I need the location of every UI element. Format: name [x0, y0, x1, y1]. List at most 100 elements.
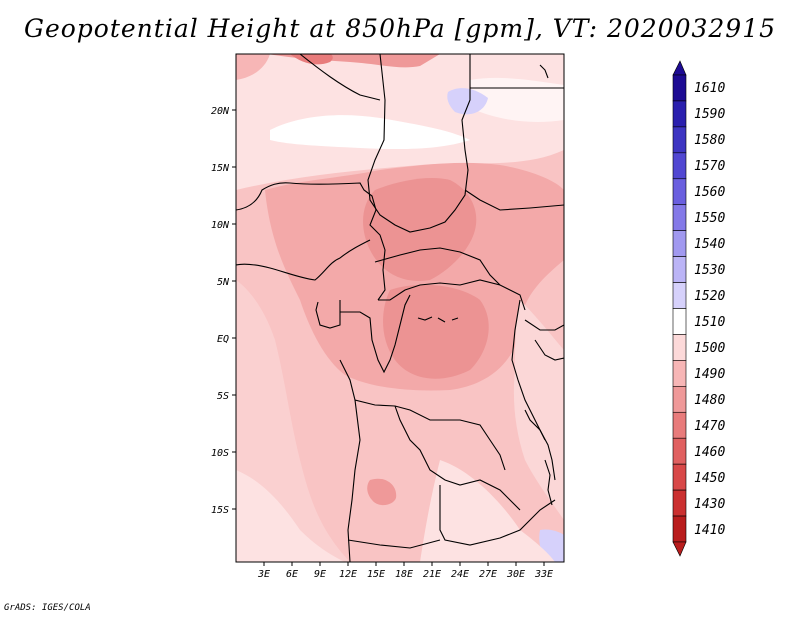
y-tick-labels: 20N 15N 10N 5N EQ 5S 10S 15S: [211, 106, 230, 516]
border-drc-east: [511, 299, 546, 441]
colorbar-label: 1450: [694, 471, 725, 486]
border-angola-west: [347, 399, 361, 562]
y-tick-label: 15S: [211, 505, 229, 516]
field-white-band: [270, 115, 470, 150]
border-car-north: [374, 247, 501, 286]
y-tick-label: 10S: [211, 448, 229, 459]
field-white-ne: [470, 77, 564, 122]
x-tick-label: 21E: [423, 569, 441, 580]
field-east: [513, 300, 564, 520]
colorbar-label: 1490: [694, 367, 725, 382]
border-nile-delta: [539, 64, 549, 79]
colorbar-cell: [672, 100, 687, 128]
border-eq-guinea: [315, 300, 341, 329]
field-central-dark-b: [383, 284, 489, 379]
colorbar-cells: [672, 74, 687, 543]
border-malawi: [544, 459, 553, 506]
axis-ticks: [232, 109, 545, 566]
field-dark-south-patch: [367, 478, 397, 506]
colorbar-cell: [672, 178, 687, 206]
colorbar-cell: [672, 230, 687, 257]
border-uganda: [524, 319, 564, 331]
border-niger: [299, 54, 381, 101]
colorbar-label: 1520: [694, 289, 725, 304]
x-tick-label: 15E: [367, 569, 385, 580]
border-zambia-south: [439, 485, 556, 546]
x-tick-label: 24E: [451, 569, 469, 580]
lake-features: [417, 316, 459, 323]
colorbar-label: 1470: [694, 419, 725, 434]
colorbar-cell: [672, 204, 687, 231]
colorbar-label: 1570: [694, 159, 725, 174]
colorbar-label: 1430: [694, 497, 725, 512]
field-central-dark-a: [363, 178, 477, 281]
x-tick-label: 6E: [286, 569, 298, 580]
colorbar-label: 1410: [694, 523, 725, 538]
colorbar-cell: [672, 463, 687, 491]
border-coast-gulf: [236, 239, 371, 281]
border-sudan: [464, 189, 564, 211]
colorbar-cell: [672, 437, 687, 465]
colorbar-cell: [672, 386, 687, 413]
colorbar-label: 1500: [694, 341, 725, 356]
x-tick-label: 9E: [314, 569, 326, 580]
chart-title: Geopotential Height at 850hPa [gpm], VT:…: [23, 14, 777, 43]
border-west-africa: [236, 182, 386, 301]
colorbar-cell: [672, 489, 687, 517]
field-blue-patch-north: [447, 88, 488, 115]
field-nw-corner: [236, 54, 270, 80]
x-tick-label: 3E: [257, 569, 270, 580]
y-tick-label: 5N: [217, 277, 230, 288]
colorbar-cell: [672, 282, 687, 309]
x-tick-label: 27E: [479, 569, 497, 580]
x-tick-label: 30E: [506, 569, 525, 580]
colorbar-label: 1590: [694, 107, 725, 122]
border-lake-tanganyika: [524, 409, 556, 481]
colorbar-label: 1560: [694, 185, 725, 200]
colorbar-bottom-arrow: [672, 541, 687, 557]
border-drc-south: [339, 359, 506, 471]
colorbar-cell: [672, 334, 687, 361]
height-field: [236, 54, 564, 562]
colorbar-label: 1550: [694, 211, 725, 226]
country-boundaries: [236, 54, 564, 562]
colorbar-cell: [672, 515, 687, 543]
colorbar-cell: [672, 411, 687, 439]
x-tick-label: 18E: [395, 569, 413, 580]
border-congo: [340, 294, 411, 374]
field-darkest-north: [290, 54, 333, 65]
colorbar-cell: [672, 74, 687, 102]
colorbar-labels: 1610 1590 1580 1570 1560 1550 1540 1530 …: [694, 81, 725, 538]
colorbar-cell: [672, 152, 687, 180]
y-tick-label: 15N: [211, 163, 230, 174]
y-tick-label: 10N: [211, 220, 230, 231]
y-tick-label: 5S: [217, 391, 229, 402]
y-tick-label: 20N: [211, 106, 230, 117]
colorbar-label: 1530: [694, 263, 725, 278]
border-car-south: [378, 279, 526, 311]
border-kenya: [534, 339, 564, 361]
y-tick-label: EQ: [217, 334, 229, 345]
map-frame: [235, 53, 565, 563]
x-tick-label: 12E: [339, 569, 357, 580]
colorbar-label: 1480: [694, 393, 725, 408]
border-angola-zambia: [394, 405, 521, 511]
border-namibia: [347, 539, 441, 549]
field-south-pale: [420, 460, 555, 562]
grads-credit: GrADS: IGES/COLA: [4, 603, 91, 613]
colorbar-top-arrow: [672, 60, 687, 76]
colorbar-cell: [672, 126, 687, 154]
border-chad: [367, 54, 471, 233]
x-tick-labels: 3E 6E 9E 12E 15E 18E 21E 24E 27E 30E 33E: [257, 569, 553, 580]
colorbar: 1610 1590 1580 1570 1560 1550 1540 1530 …: [672, 60, 725, 557]
colorbar-label: 1460: [694, 445, 725, 460]
colorbar-cell: [672, 360, 687, 387]
colorbar-cell: [672, 308, 687, 335]
x-tick-label: 33E: [534, 569, 553, 580]
colorbar-label: 1510: [694, 315, 725, 330]
colorbar-label: 1610: [694, 81, 725, 96]
field-sw-pale: [236, 470, 345, 562]
colorbar-label: 1580: [694, 133, 725, 148]
colorbar-label: 1540: [694, 237, 725, 252]
